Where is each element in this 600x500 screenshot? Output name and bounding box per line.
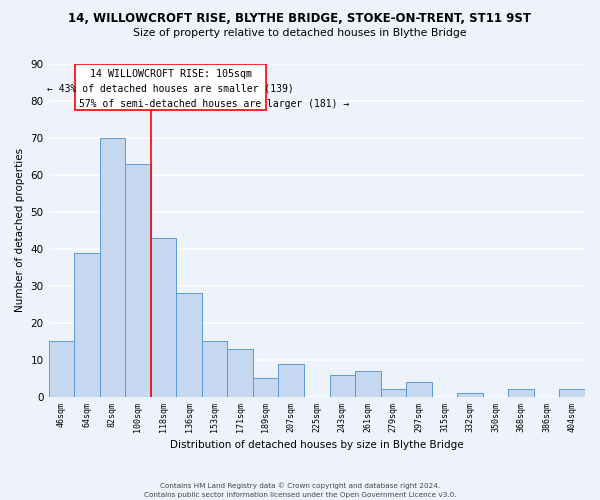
Bar	[74, 252, 100, 397]
Bar	[176, 294, 202, 397]
Bar	[508, 390, 534, 397]
Bar	[100, 138, 125, 397]
Text: 14 WILLOWCROFT RISE: 105sqm: 14 WILLOWCROFT RISE: 105sqm	[89, 70, 251, 80]
Text: 14, WILLOWCROFT RISE, BLYTHE BRIDGE, STOKE-ON-TRENT, ST11 9ST: 14, WILLOWCROFT RISE, BLYTHE BRIDGE, STO…	[68, 12, 532, 26]
Bar	[125, 164, 151, 397]
Y-axis label: Number of detached properties: Number of detached properties	[15, 148, 25, 312]
Bar	[151, 238, 176, 397]
Bar	[202, 342, 227, 397]
Text: 57% of semi-detached houses are larger (181) →: 57% of semi-detached houses are larger (…	[79, 98, 349, 108]
Text: Contains HM Land Registry data © Crown copyright and database right 2024.: Contains HM Land Registry data © Crown c…	[160, 482, 440, 489]
Bar	[380, 390, 406, 397]
Bar	[559, 390, 585, 397]
Text: ← 43% of detached houses are smaller (139): ← 43% of detached houses are smaller (13…	[47, 84, 294, 94]
Text: Contains public sector information licensed under the Open Government Licence v3: Contains public sector information licen…	[144, 492, 456, 498]
Bar	[406, 382, 432, 397]
Bar	[227, 348, 253, 397]
Bar	[329, 374, 355, 397]
Bar	[253, 378, 278, 397]
X-axis label: Distribution of detached houses by size in Blythe Bridge: Distribution of detached houses by size …	[170, 440, 464, 450]
Bar	[49, 342, 74, 397]
Bar	[355, 371, 380, 397]
Bar	[278, 364, 304, 397]
Bar	[76, 64, 266, 110]
Text: Size of property relative to detached houses in Blythe Bridge: Size of property relative to detached ho…	[133, 28, 467, 38]
Bar	[457, 393, 483, 397]
